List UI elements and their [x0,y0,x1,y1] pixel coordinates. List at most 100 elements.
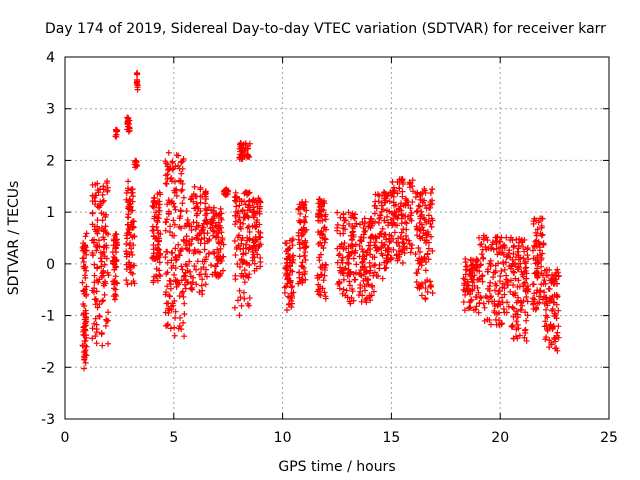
data-point [98,225,105,232]
data-point [510,335,517,342]
data-point [478,295,485,302]
data-point [162,180,169,187]
data-point [493,245,500,252]
data-point [99,217,106,224]
data-point [428,282,435,289]
data-point [164,269,171,276]
data-point [90,239,97,246]
data-point [100,234,107,241]
data-point [222,192,229,199]
data-point [150,195,157,202]
data-point [178,187,185,194]
data-point [350,270,357,277]
data-point [507,288,514,295]
data-point [283,248,290,255]
data-point [95,279,102,286]
data-point [334,224,341,231]
data-point [484,268,491,275]
data-point [518,239,525,246]
data-point [536,287,543,294]
data-point [336,250,343,257]
data-point [362,227,369,234]
data-point [89,181,96,188]
data-point [162,254,169,261]
data-point [421,216,428,223]
data-point [104,184,111,191]
data-point [189,286,196,293]
data-point [165,197,172,204]
data-point [193,234,200,241]
data-point [254,251,261,258]
data-point [551,310,558,317]
data-point [319,265,326,272]
data-point [394,222,401,229]
data-point [524,252,531,259]
data-point [512,289,519,296]
data-point [388,220,395,227]
data-point [81,290,88,297]
data-point [540,241,547,248]
data-point [378,202,385,209]
data-point [236,232,243,239]
data-point [506,247,513,254]
data-point [283,270,290,277]
y-tick-label: -2 [41,360,55,376]
data-point [215,249,222,256]
data-point [536,247,543,254]
data-point [296,217,303,224]
data-point [295,232,302,239]
data-point [238,257,245,264]
data-point [530,281,537,288]
data-point [96,204,103,211]
data-point [243,260,250,267]
data-point [149,202,156,209]
data-point [180,319,187,326]
data-point [89,335,96,342]
data-point [286,256,293,263]
data-point [245,274,252,281]
data-point [171,189,178,196]
data-point [82,359,89,366]
data-point [238,273,245,280]
data-point [504,278,511,285]
data-point [189,236,196,243]
data-point [476,234,483,241]
data-point [167,281,174,288]
data-point [125,178,132,185]
y-axis-label: SDTVAR / TECUs [6,181,22,296]
data-point [427,283,434,290]
data-point [130,193,137,200]
data-point [363,252,370,259]
data-point [103,244,110,251]
data-point [206,236,213,243]
data-point [496,298,503,305]
data-point [321,272,328,279]
data-point [357,271,364,278]
data-point [390,184,397,191]
data-point [105,309,112,316]
data-point [357,267,364,274]
data-point [193,281,200,288]
data-point [256,234,263,241]
data-point [186,258,193,265]
data-point [472,264,479,271]
data-point [537,230,544,237]
data-point [231,194,238,201]
data-point [428,201,435,208]
data-point [501,266,508,273]
data-point [172,276,179,283]
data-point [186,220,193,227]
data-point [405,202,412,209]
data-point [91,261,98,268]
data-point [541,277,548,284]
data-point [180,273,187,280]
data-point [322,293,329,300]
data-point [549,324,556,331]
data-point [359,258,366,265]
data-point [193,266,200,273]
data-point [511,269,518,276]
data-point [80,240,87,247]
data-point [164,259,171,266]
data-point [321,289,328,296]
data-point [181,281,188,288]
